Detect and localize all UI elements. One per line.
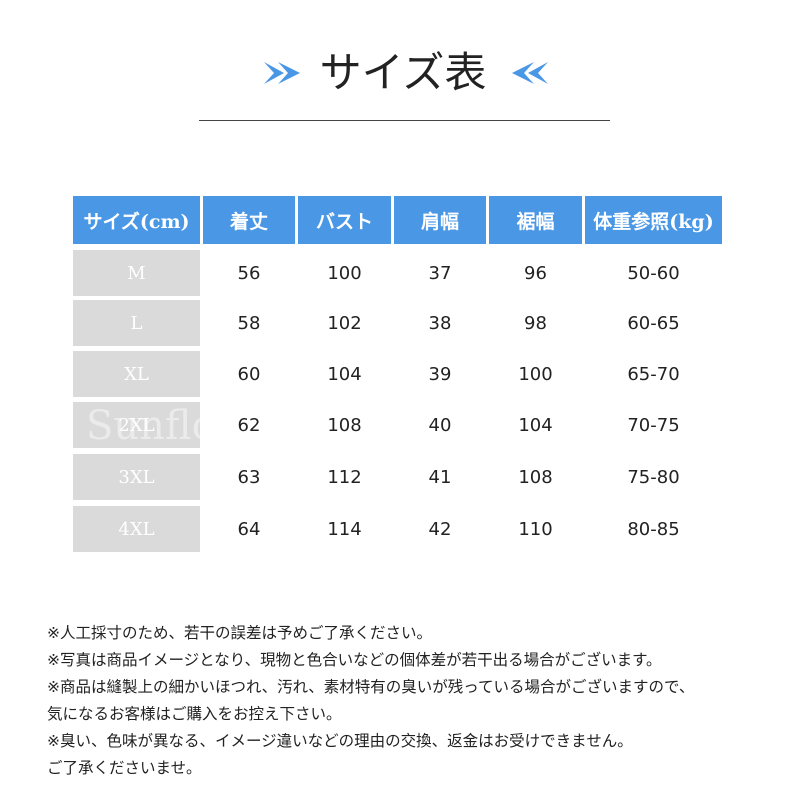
column-header: 着丈 [203,196,295,244]
table-cell: 100 [518,363,553,385]
size-label: M [73,250,200,296]
size-label: 4XL [73,506,200,552]
note-line: ※人工採寸のため、若干の誤差は予めご了承ください。 [47,624,432,642]
page-title: サイズ表 [319,48,487,97]
table-cell: 96 [524,262,547,284]
table-cell: 102 [327,312,362,334]
size-label: 3XL [73,454,200,500]
table-cell: 63 [237,466,261,488]
title-divider [199,120,610,121]
table-cell: 75-80 [627,466,680,488]
column-header: サイズ(cm) [73,196,200,244]
notes: ※人工採寸のため、若干の誤差は予めご了承ください。 ※写真は商品イメージとなり、… [47,620,694,782]
table-cell: 108 [327,414,362,436]
table-cell: 112 [327,466,362,488]
table-cell: 39 [428,363,452,385]
column-header: 体重参照(kg) [585,196,722,244]
note-line: ご了承くださいませ。 [47,759,202,777]
size-label: L [73,300,200,346]
note-line: ※臭い、色味が異なる、イメージ違いなどの理由の交換、返金はお受けできません。 [47,732,633,750]
column-header: 肩幅 [394,196,486,244]
table-cell: 108 [518,466,553,488]
table-cell: 50-60 [627,262,680,284]
note-line: ※商品は縫製上の細かいほつれ、汚れ、素材特有の臭いが残っている場合がございますの… [47,678,695,696]
table-cell: 41 [428,466,452,488]
note-line: 気になるお客様はご購入をお控え下さい。 [47,705,342,723]
table-cell: 38 [428,312,452,334]
table-cell: 58 [237,312,261,334]
table-cell: 37 [428,262,452,284]
size-label: 2XL [73,402,200,448]
table-cell: 80-85 [627,518,680,540]
table-cell: 62 [237,414,261,436]
table-cell: 56 [237,262,261,284]
chevron-right-icon [264,62,300,84]
column-header: バスト [298,196,391,244]
table-cell: 70-75 [627,414,680,436]
table-cell: 65-70 [627,363,680,385]
column-header: 裾幅 [489,196,582,244]
table-cell: 104 [327,363,362,385]
size-label: XL [73,351,200,397]
table-cell: 110 [518,518,553,540]
table-cell: 64 [237,518,261,540]
table-cell: 98 [524,312,547,334]
table-cell: 40 [428,414,452,436]
table-cell: 60-65 [627,312,680,334]
table-cell: 114 [327,518,362,540]
table-cell: 42 [428,518,452,540]
watermark: Sunflo [86,404,200,448]
chevron-left-icon [512,62,548,84]
note-line: ※写真は商品イメージとなり、現物と色合いなどの個体差が若干出る場合がございます。 [47,651,662,669]
table-cell: 60 [237,363,261,385]
table-cell: 100 [327,262,362,284]
table-cell: 104 [518,414,553,436]
